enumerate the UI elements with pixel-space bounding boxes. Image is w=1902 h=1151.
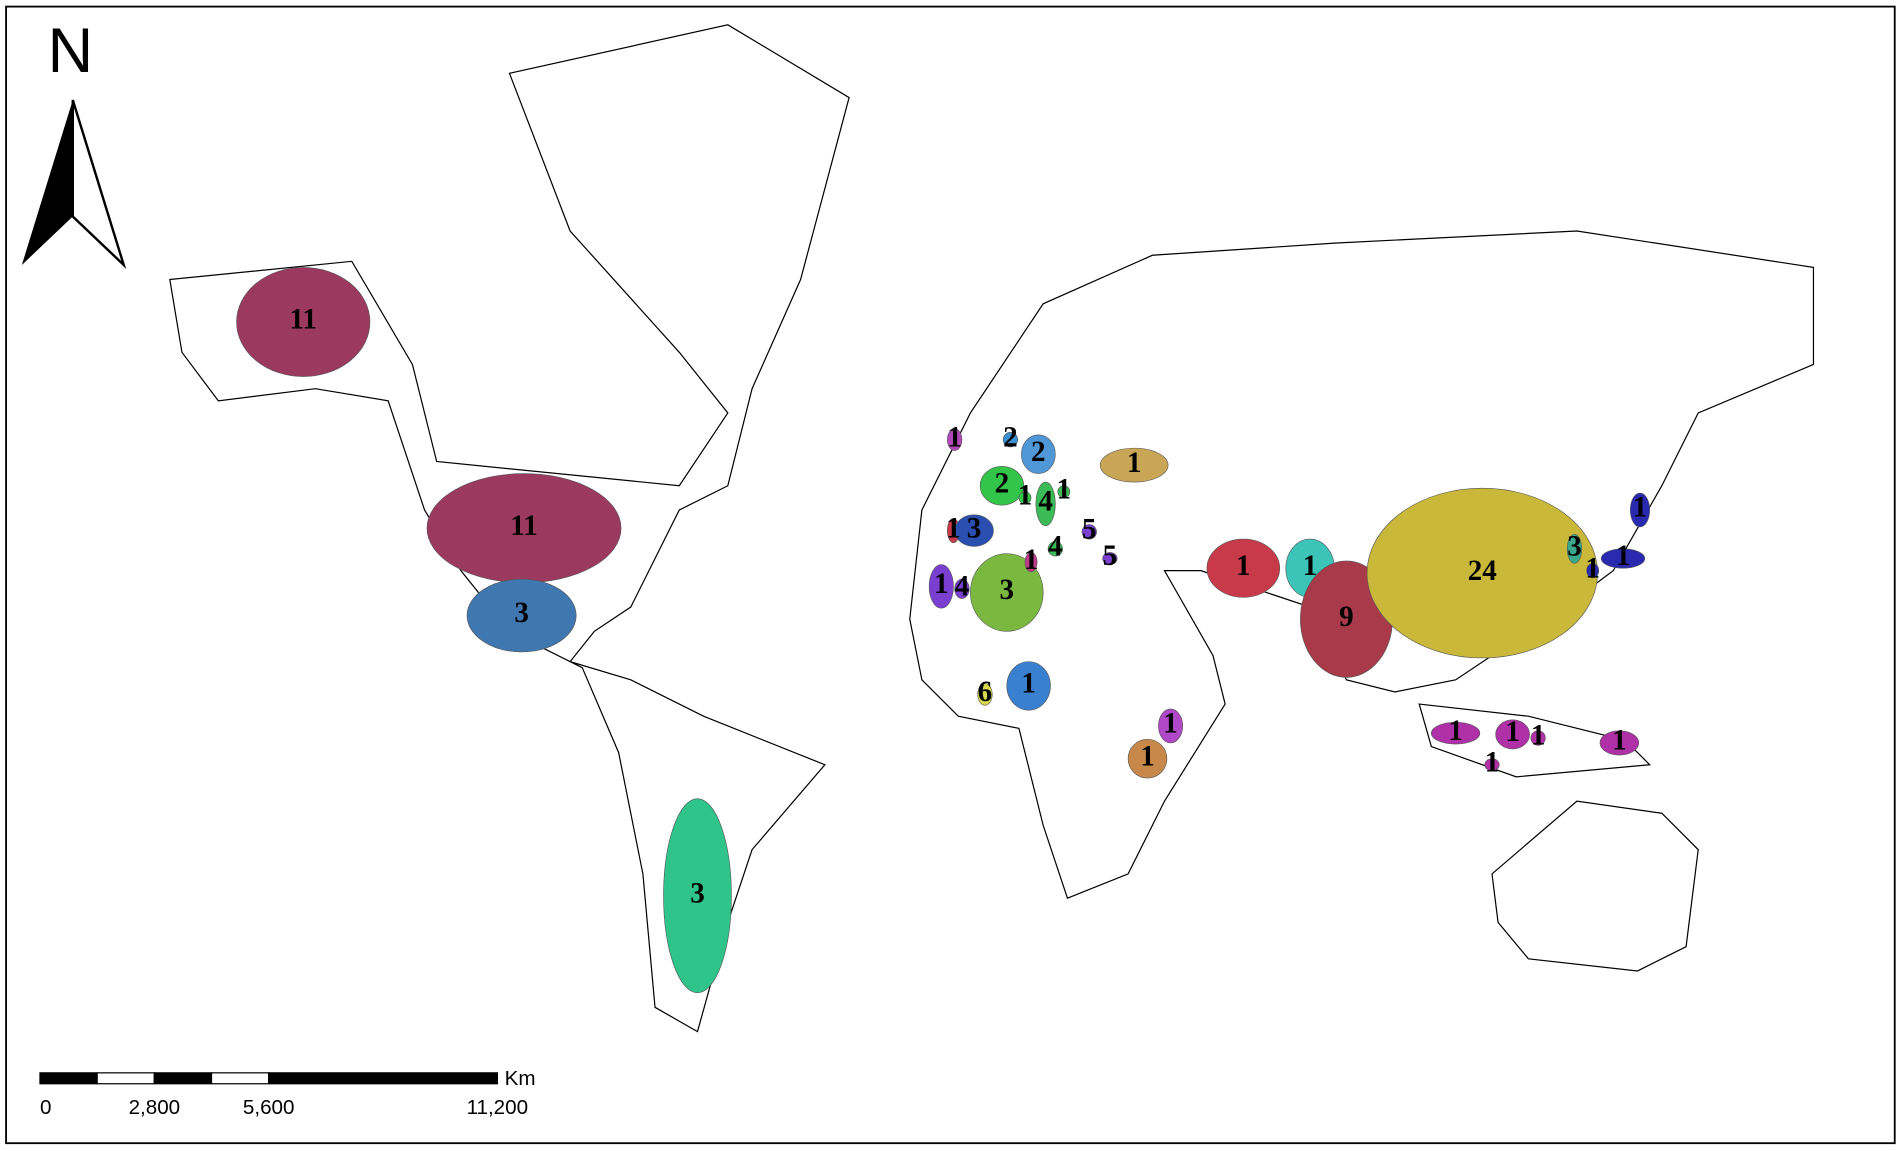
- region-count: 2: [1003, 421, 1018, 453]
- region-shape: [1566, 533, 1583, 564]
- region-shape: [977, 683, 993, 706]
- region-count: 4: [1048, 531, 1063, 563]
- region-count: 1: [946, 512, 961, 544]
- scale-segment: [96, 1072, 155, 1085]
- scale-unit: Km: [505, 1067, 536, 1090]
- region-shape: [1006, 661, 1051, 711]
- scale-label: 11,200: [467, 1096, 529, 1119]
- region-count: 1: [1018, 480, 1033, 512]
- region-count: 1: [1236, 550, 1251, 582]
- region-count: 1: [934, 568, 949, 600]
- region-shape: [1102, 552, 1118, 565]
- region-shape: [1047, 541, 1063, 557]
- region-count: 11: [510, 510, 538, 542]
- region-shape: [1586, 563, 1600, 579]
- region-count: 2: [1031, 436, 1046, 468]
- region-shape: [1024, 552, 1038, 573]
- region-count: 9: [1339, 601, 1354, 633]
- region-count: 1: [1616, 540, 1631, 572]
- region-shape: [1035, 481, 1056, 527]
- region-count: 1: [1448, 715, 1463, 747]
- region-count: 4: [955, 571, 970, 603]
- region-count: 1: [1057, 473, 1072, 505]
- region-shape: [663, 798, 732, 994]
- region-shape: [1002, 432, 1019, 448]
- region-count: 1: [1163, 708, 1178, 740]
- region-count: 1: [1024, 544, 1039, 576]
- region-count: 1: [1127, 447, 1142, 479]
- region-shape: [1629, 492, 1650, 528]
- region-count: 1: [1021, 668, 1036, 700]
- region-shape: [466, 578, 577, 653]
- scale-segment: [268, 1072, 498, 1085]
- region-shape: [1530, 730, 1546, 746]
- north-label: N: [48, 16, 94, 86]
- north-arrow: N: [21, 16, 127, 270]
- scale-label: 0: [40, 1096, 51, 1119]
- region-shape: [1206, 538, 1281, 598]
- region-shape: [1127, 738, 1168, 779]
- region-shape: [954, 578, 970, 599]
- region-count: 1: [1485, 746, 1500, 778]
- region-shape: [979, 466, 1025, 506]
- region-shape: [1018, 491, 1032, 505]
- region-count: 1: [1585, 552, 1600, 584]
- region-count: 6: [978, 676, 993, 708]
- region-shape: [236, 267, 371, 377]
- region-count: 3: [514, 597, 529, 629]
- region-count: 1: [1140, 740, 1155, 772]
- scale-segment: [210, 1072, 270, 1085]
- region-count: 1: [947, 421, 962, 453]
- region-count: 24: [1468, 555, 1498, 587]
- region-count: 1: [1531, 720, 1546, 752]
- region-shape: [1495, 719, 1530, 750]
- region-count: 5: [1082, 514, 1097, 546]
- region-count: 1: [1612, 725, 1627, 757]
- region-count: 5: [1103, 540, 1118, 572]
- region-shape: [1158, 708, 1183, 744]
- scale-segment: [153, 1072, 213, 1085]
- region-shape: [1099, 447, 1169, 483]
- north-arrow-right: [71, 99, 127, 270]
- region-count: 1: [1505, 716, 1520, 748]
- region-count: 3: [1000, 574, 1015, 606]
- region-shape: [928, 564, 954, 609]
- scale-label: 5,600: [243, 1096, 295, 1119]
- region-count: 2: [995, 467, 1010, 499]
- region-count: 3: [967, 512, 982, 544]
- region-shape: [1484, 758, 1500, 772]
- region-shape: [1431, 721, 1481, 745]
- scale-segment: [39, 1072, 98, 1085]
- region-shape: [970, 553, 1044, 632]
- scale-label: 2,800: [129, 1096, 181, 1119]
- scale-bar: 0 2,800 5,600 11,200 Km: [39, 1067, 536, 1119]
- region-count: 1: [1633, 492, 1648, 524]
- region-shape: [1057, 485, 1071, 499]
- north-arrow-left: [21, 100, 73, 265]
- region-shape: [1021, 434, 1056, 474]
- region-count: 1: [1303, 550, 1318, 582]
- region-shape: [1599, 730, 1640, 756]
- region-count: 3: [690, 877, 705, 909]
- region-shape: [1081, 524, 1097, 540]
- region-shape: [1600, 548, 1646, 569]
- region-count: 11: [289, 304, 317, 336]
- region-count: 4: [1038, 486, 1053, 518]
- region-count: 3: [1567, 531, 1582, 563]
- region-shape: [947, 428, 963, 451]
- region-shape: [954, 514, 994, 547]
